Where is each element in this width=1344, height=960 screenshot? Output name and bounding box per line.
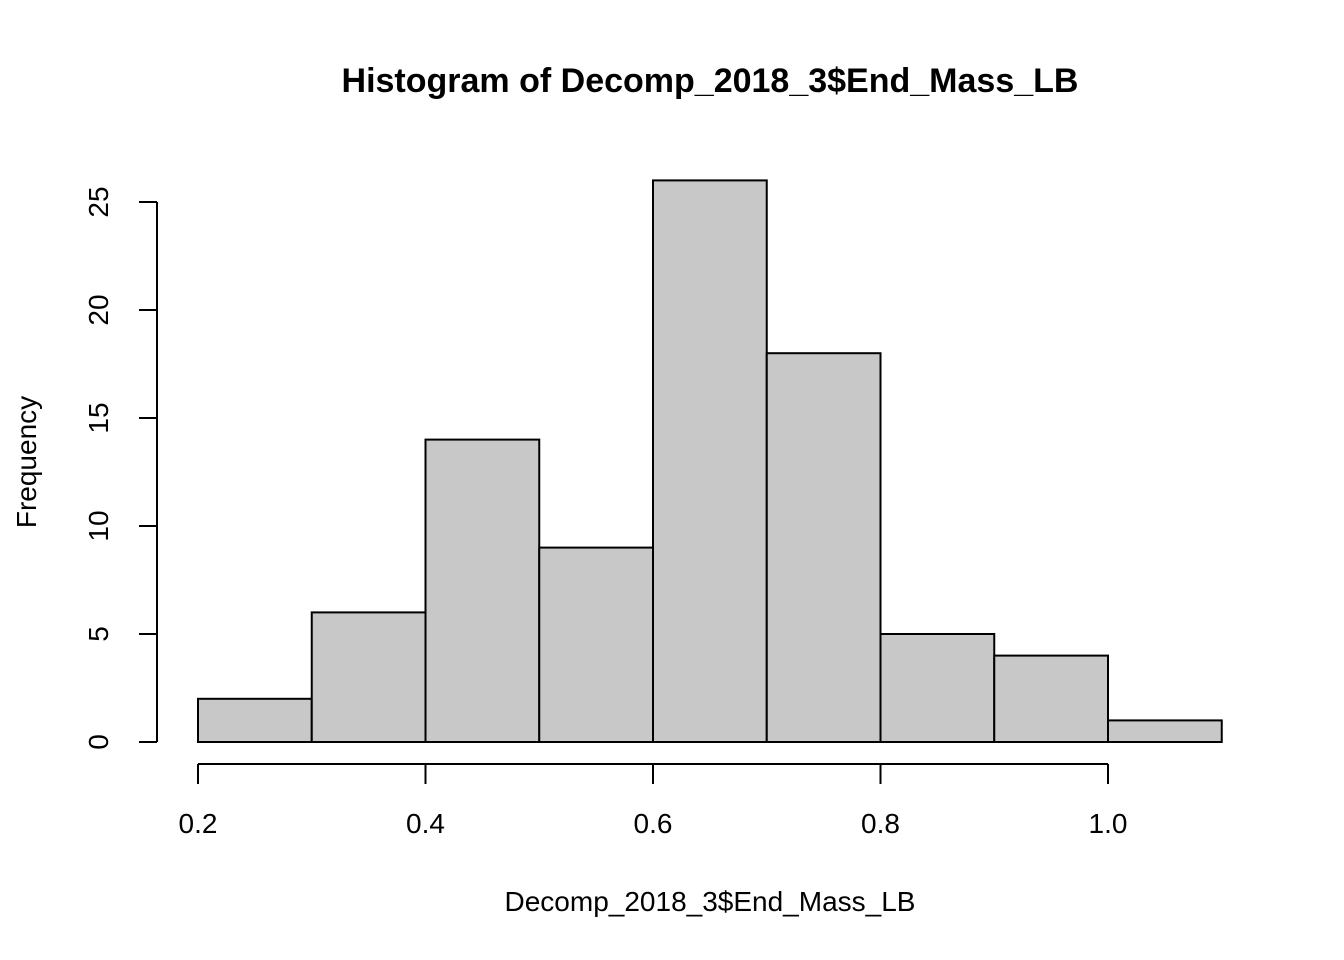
y-axis: 0 5 10 15 20 25: [83, 186, 158, 750]
y-tick-label: 10: [83, 510, 114, 541]
x-tick-label: 0.4: [406, 808, 445, 839]
histogram-bar: [310, 611, 427, 744]
histogram-bar: [765, 352, 882, 743]
histogram-bar: [993, 654, 1109, 743]
y-tick-label: 20: [83, 294, 114, 325]
chart-title: Histogram of Decomp_2018_3$End_Mass_LB: [342, 62, 1079, 100]
x-axis-label: Decomp_2018_3$End_Mass_LB: [505, 886, 916, 917]
y-tick-label: 15: [83, 402, 114, 433]
histogram-bar: [538, 546, 654, 743]
bars-group: [197, 179, 1223, 744]
y-tick-label: 25: [83, 186, 114, 217]
x-tick-label: 0.2: [179, 808, 218, 839]
histogram-bar: [652, 179, 768, 743]
y-tick-label: 5: [83, 626, 114, 642]
x-tick-label: 1.0: [1089, 808, 1128, 839]
histogram-bar: [1107, 719, 1223, 744]
x-axis: 0.2 0.4 0.6 0.8 1.0: [179, 763, 1128, 839]
y-axis-label: Frequency: [11, 396, 42, 528]
histogram-bar: [879, 633, 996, 743]
histogram-bar: [424, 438, 541, 743]
x-tick-label: 0.8: [861, 808, 900, 839]
y-tick-label: 0: [83, 734, 114, 750]
histogram-bar: [197, 697, 313, 743]
x-tick-label: 0.6: [634, 808, 673, 839]
